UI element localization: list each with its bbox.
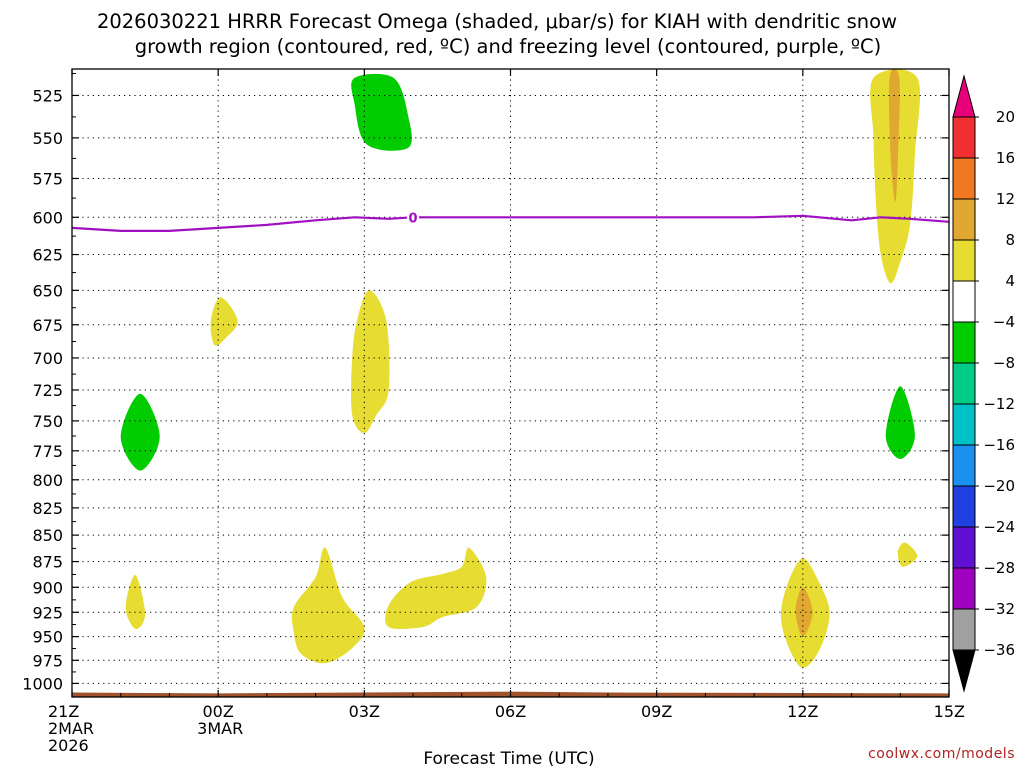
omega-region-10 — [385, 547, 487, 630]
y-tick-label-700: 700 — [32, 349, 63, 368]
omega-region-2 — [351, 73, 412, 151]
y-tick-label-575: 575 — [32, 169, 63, 188]
y-tick-label-875: 875 — [32, 553, 63, 572]
colorbar-band-3 — [952, 198, 976, 241]
colorbar-label-0: 20 — [996, 108, 1015, 126]
colorbar-label-13: −36 — [983, 641, 1015, 659]
y-tick-label-600: 600 — [32, 208, 63, 227]
colorbar-band-8 — [952, 403, 976, 446]
colorbar-band-11 — [952, 526, 976, 569]
colorbar-label-4: 4 — [1005, 272, 1015, 290]
y-tick-label-750: 750 — [32, 412, 63, 431]
chart-title-line-1: 2026030221 HRRR Forecast Omega (shaded, … — [97, 10, 897, 33]
colorbar-top-arrow — [952, 74, 976, 118]
colorbar-band-13 — [952, 608, 976, 651]
omega-shaded-regions — [120, 69, 921, 668]
y-tick-label-1000: 1000 — [22, 674, 63, 693]
x-tick-label-18-0: 15Z — [934, 702, 965, 721]
y-tick-label-550: 550 — [32, 129, 63, 148]
chart-title-line-2: growth region (contoured, red, ºC) and f… — [135, 35, 882, 58]
y-tick-label-925: 925 — [32, 603, 63, 622]
omega-region-3 — [210, 297, 238, 346]
x-tick-label-3-1: 3MAR — [197, 719, 243, 738]
colorbar-band-4 — [952, 239, 976, 282]
x-tick-label-15-0: 12Z — [787, 702, 818, 721]
colorbar-band-1 — [952, 116, 976, 159]
y-tick-label-975: 975 — [32, 651, 63, 670]
colorbar-band-2 — [952, 157, 976, 200]
colorbar-band-5 — [952, 280, 976, 323]
colorbar-label-2: 12 — [996, 190, 1015, 208]
colorbar-band-7 — [952, 362, 976, 405]
x-tick-label-0-1: 2MAR — [48, 719, 94, 738]
x-tick-label-9-0: 06Z — [495, 702, 526, 721]
omega-region-5 — [120, 393, 160, 471]
y-tick-label-800: 800 — [32, 471, 63, 490]
credit-text: coolwx.com/models — [868, 746, 1015, 762]
y-tick-label-650: 650 — [32, 281, 63, 300]
dotted-grid — [72, 69, 949, 697]
omega-region-1 — [888, 69, 900, 203]
x-tick-label-3-0: 00Z — [203, 702, 234, 721]
colorbar-bottom-arrow — [952, 649, 976, 693]
colorbar-label-7: −12 — [983, 395, 1015, 413]
freezing-level-label: 0 — [409, 211, 418, 226]
colorbar-label-12: −32 — [983, 600, 1015, 618]
freezing-level-contour: 0 — [72, 209, 949, 232]
omega-region-9 — [291, 547, 365, 664]
colorbar-label-8: −16 — [983, 436, 1015, 454]
freezing-label-bg — [407, 209, 420, 225]
y-tick-label-525: 525 — [32, 86, 63, 105]
y-tick-label-775: 775 — [32, 442, 63, 461]
x-tick-label-12-0: 09Z — [641, 702, 672, 721]
colorbar-band-10 — [952, 485, 976, 528]
x-tick-label-0-0: 21Z — [48, 702, 79, 721]
y-tick-label-850: 850 — [32, 526, 63, 545]
omega-colorbar: 20 16 12 8 4 −4 −8 −12 −16 −20 −24 −28 −32 −36 — [952, 74, 1015, 693]
y-tick-label-950: 950 — [32, 628, 63, 647]
colorbar-label-9: −20 — [983, 477, 1015, 495]
colorbar-band-9 — [952, 444, 976, 487]
omega-region-7 — [897, 542, 918, 567]
freezing-level-line — [72, 214, 949, 232]
omega-region-4 — [351, 290, 390, 433]
y-axis-pressure-ticks: 525 550 575 600 625 650 675 700 725 750 775 800 825 8… — [22, 72, 949, 693]
y-tick-label-675: 675 — [32, 316, 63, 335]
colorbar-band-6 — [952, 321, 976, 364]
x-tick-label-6-0: 03Z — [349, 702, 380, 721]
colorbar-label-5: −4 — [993, 313, 1015, 331]
y-tick-label-625: 625 — [32, 246, 63, 265]
colorbar-band-12 — [952, 567, 976, 610]
omega-region-8 — [125, 574, 146, 630]
y-tick-label-825: 825 — [32, 499, 63, 518]
x-tick-label-0-2: 2026 — [48, 736, 89, 755]
omega-region-12 — [795, 587, 813, 637]
y-tick-label-900: 900 — [32, 578, 63, 597]
colorbar-label-10: −24 — [983, 518, 1015, 536]
y-tick-label-725: 725 — [32, 381, 63, 400]
colorbar-label-11: −28 — [983, 559, 1015, 577]
colorbar-label-6: −8 — [993, 354, 1015, 372]
colorbar-label-3: 8 — [1005, 231, 1015, 249]
colorbar-label-1: 16 — [996, 149, 1015, 167]
omega-region-6 — [885, 386, 915, 459]
x-axis-label: Forecast Time (UTC) — [423, 749, 594, 768]
